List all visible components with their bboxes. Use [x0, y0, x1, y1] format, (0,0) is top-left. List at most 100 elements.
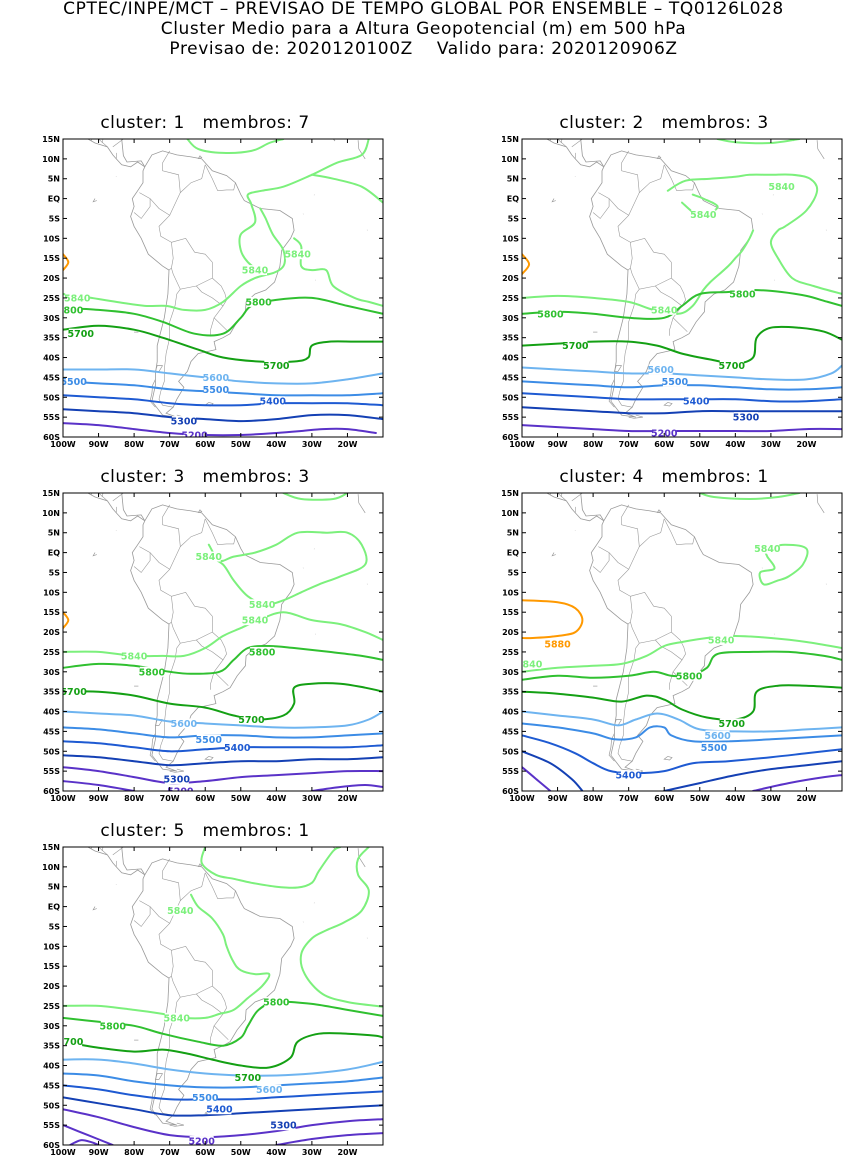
island-coast [93, 199, 97, 202]
lat-label: 25S [43, 648, 60, 657]
lat-label: 20S [43, 982, 60, 991]
country-border [211, 1026, 215, 1044]
lat-label: 35S [502, 334, 519, 343]
cluster-map: 5840584058405800580057005700560055005500… [10, 135, 400, 453]
country-border [205, 519, 235, 545]
lat-label: 5N [48, 529, 60, 538]
lat-label: 15N [42, 135, 60, 144]
island-coast [93, 907, 97, 910]
lon-label: 90W [548, 440, 568, 449]
island-coast [817, 494, 824, 513]
map-area: 5840584058405800580057005700560055005400… [522, 108, 842, 439]
isoline-label: 5300 [733, 413, 760, 424]
island-coast [552, 199, 556, 202]
lon-label: 50W [690, 440, 710, 449]
isoline-label: 5600 [256, 1085, 283, 1096]
isoline-label: 5840 [516, 659, 543, 670]
country-border [630, 592, 671, 643]
isoline-5500 [522, 724, 842, 742]
country-border [134, 553, 150, 573]
lat-label: 30S [43, 1022, 60, 1031]
lat-label: 10N [42, 509, 60, 518]
lat-label: 15S [43, 962, 60, 971]
island-coast [664, 756, 672, 760]
lon-label: 40W [266, 1148, 286, 1157]
central-america-coast [565, 135, 604, 167]
lat-label: 15N [42, 489, 60, 498]
isoline-label: 5700 [57, 1037, 84, 1048]
cluster-panel-title: cluster: 1 membros: 7 [10, 113, 400, 133]
map-area: 5840584058005800570057005600550054005300… [57, 816, 383, 1147]
isoline-5800 [522, 290, 842, 319]
lon-label: 70W [619, 794, 639, 803]
lon-label: 70W [160, 794, 180, 803]
country-border [134, 199, 150, 219]
lat-label: EQ [48, 195, 60, 204]
lat-label: 10S [502, 234, 519, 243]
island-coast [658, 510, 661, 513]
isoline-5840 [294, 238, 383, 306]
cluster-panel-title: cluster: 3 membros: 3 [10, 467, 400, 487]
country-border [630, 238, 671, 289]
isoline-5400 [63, 395, 383, 405]
isoline-5880 [63, 612, 68, 628]
isoline-label: 5500 [203, 385, 230, 396]
island-coast [358, 494, 365, 513]
lon-label: 30W [761, 440, 781, 449]
central-america-coast [565, 489, 604, 521]
lon-label: 90W [548, 794, 568, 803]
figure-title-line-3: Previsao de: 2020120100Z Valido para: 20… [0, 40, 847, 59]
lat-label: 15N [501, 135, 519, 144]
lon-label: 100W [509, 440, 535, 449]
lat-label: 50S [43, 1101, 60, 1110]
lat-label: 30S [502, 668, 519, 677]
lat-label: 15S [43, 254, 60, 263]
isoline-label: 5700 [68, 329, 95, 340]
lat-label: 15N [501, 489, 519, 498]
lat-label: 5S [49, 922, 61, 931]
lat-label: 45S [43, 1081, 60, 1090]
island-coast [150, 379, 155, 407]
country-border [622, 151, 640, 215]
lat-label: 10N [42, 863, 60, 872]
isoline-5300 [522, 407, 842, 413]
isoline-5840 [522, 230, 753, 314]
lat-label: 10S [502, 588, 519, 597]
isoline-label: 5800 [245, 297, 272, 308]
country-border [214, 306, 228, 332]
isoline-5840 [187, 139, 283, 153]
island-coast [199, 510, 202, 513]
country-border [139, 193, 173, 271]
lon-label: 100W [50, 1148, 76, 1157]
lat-label: 40S [43, 708, 60, 717]
lat-label: 55S [43, 1121, 60, 1130]
lat-label: 25S [43, 1002, 60, 1011]
figure-title-line-1: CPTEC/INPE/MCT – PREVISAO DE TEMPO GLOBA… [0, 0, 847, 19]
country-border [171, 946, 212, 997]
lat-label: EQ [507, 195, 519, 204]
country-border [622, 505, 640, 569]
lat-label: 50S [43, 393, 60, 402]
country-border [171, 592, 212, 643]
lon-label: 40W [266, 440, 286, 449]
isoline-label: 5700 [263, 361, 290, 372]
country-border [655, 278, 685, 306]
lat-label: 50S [43, 747, 60, 756]
isoline-5200 [63, 767, 383, 783]
isoline-label: 5300 [270, 1121, 297, 1132]
lat-label: 5S [49, 214, 61, 223]
lon-label: 30W [302, 440, 322, 449]
isoline-label: 5800 [537, 309, 564, 320]
country-border [163, 505, 181, 569]
lon-label: 50W [690, 794, 710, 803]
lat-label: 35S [43, 1042, 60, 1051]
isoline-label: 5840 [754, 544, 781, 555]
cluster-map: 5840584058005800570057005600550054005300… [10, 843, 400, 1161]
isoline-5700 [63, 1033, 383, 1068]
central-america-coast [106, 843, 145, 875]
lon-label: 70W [160, 440, 180, 449]
lat-label: 15S [502, 254, 519, 263]
island-coast [331, 844, 335, 849]
